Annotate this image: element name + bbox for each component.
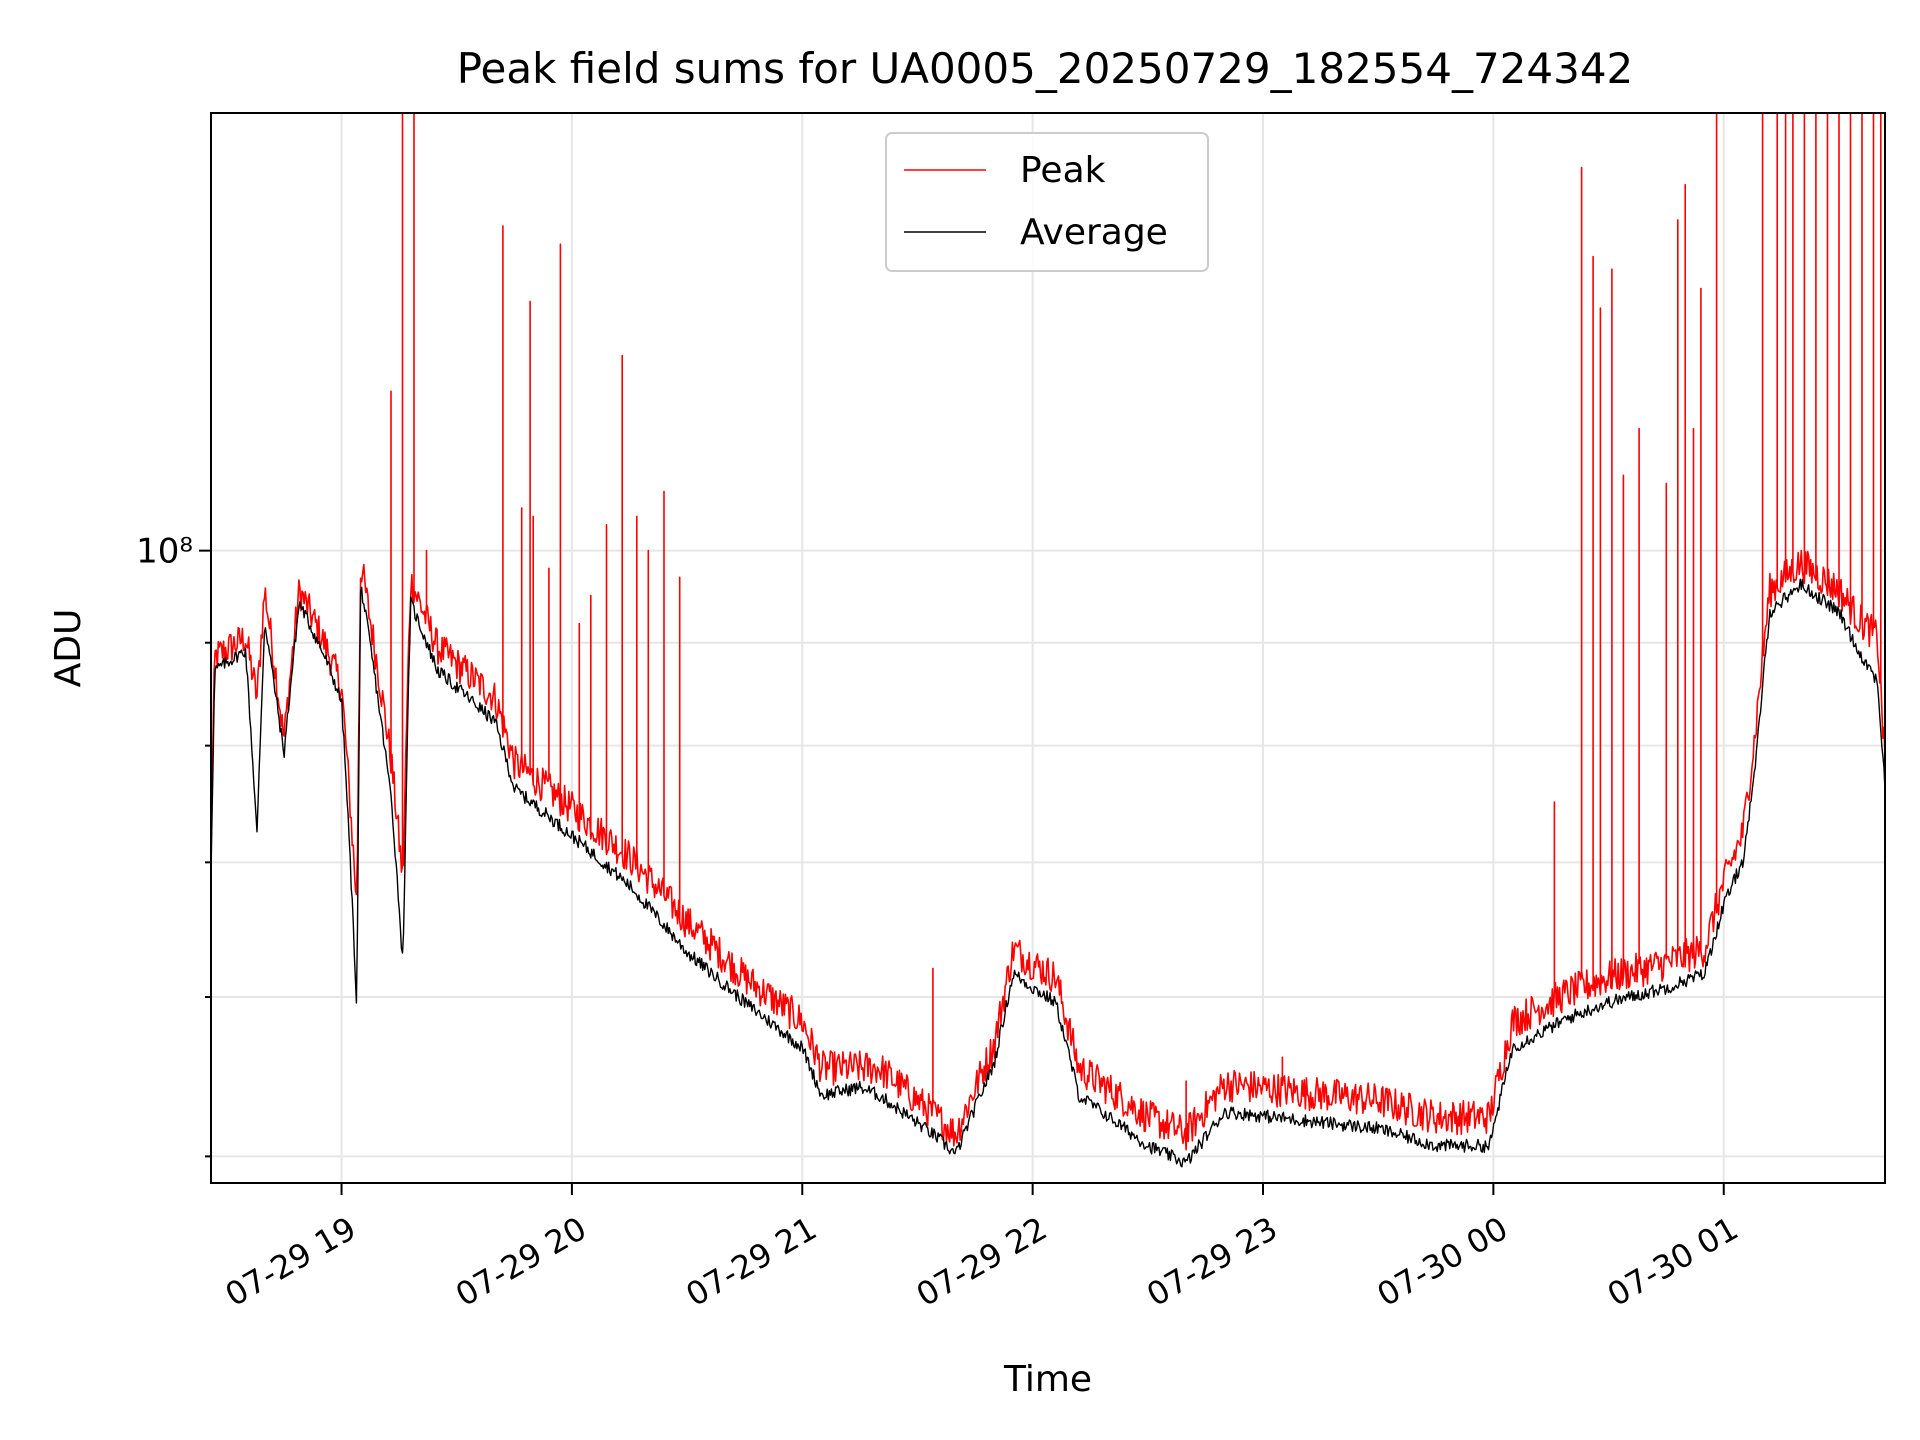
x-axis-label: Time xyxy=(1003,1359,1092,1400)
series-line-peak xyxy=(211,113,1885,1151)
grid-layer xyxy=(211,113,1885,1183)
plot-frame xyxy=(210,112,1886,1184)
legend-label-average: Average xyxy=(1020,212,1168,253)
y-axis: 10⁸ xyxy=(136,532,211,1158)
y-axis-label: ADU xyxy=(48,609,89,688)
legend: Peak Average xyxy=(885,132,1209,272)
legend-label-peak: Peak xyxy=(1020,150,1106,191)
series-line-average xyxy=(211,578,1885,1168)
legend-box xyxy=(885,132,1209,272)
y-tick-label: 10⁸ xyxy=(136,532,193,572)
chart-title: Peak field sums for UA0005_20250729_1825… xyxy=(457,44,1634,93)
series-layer xyxy=(211,113,1885,1168)
